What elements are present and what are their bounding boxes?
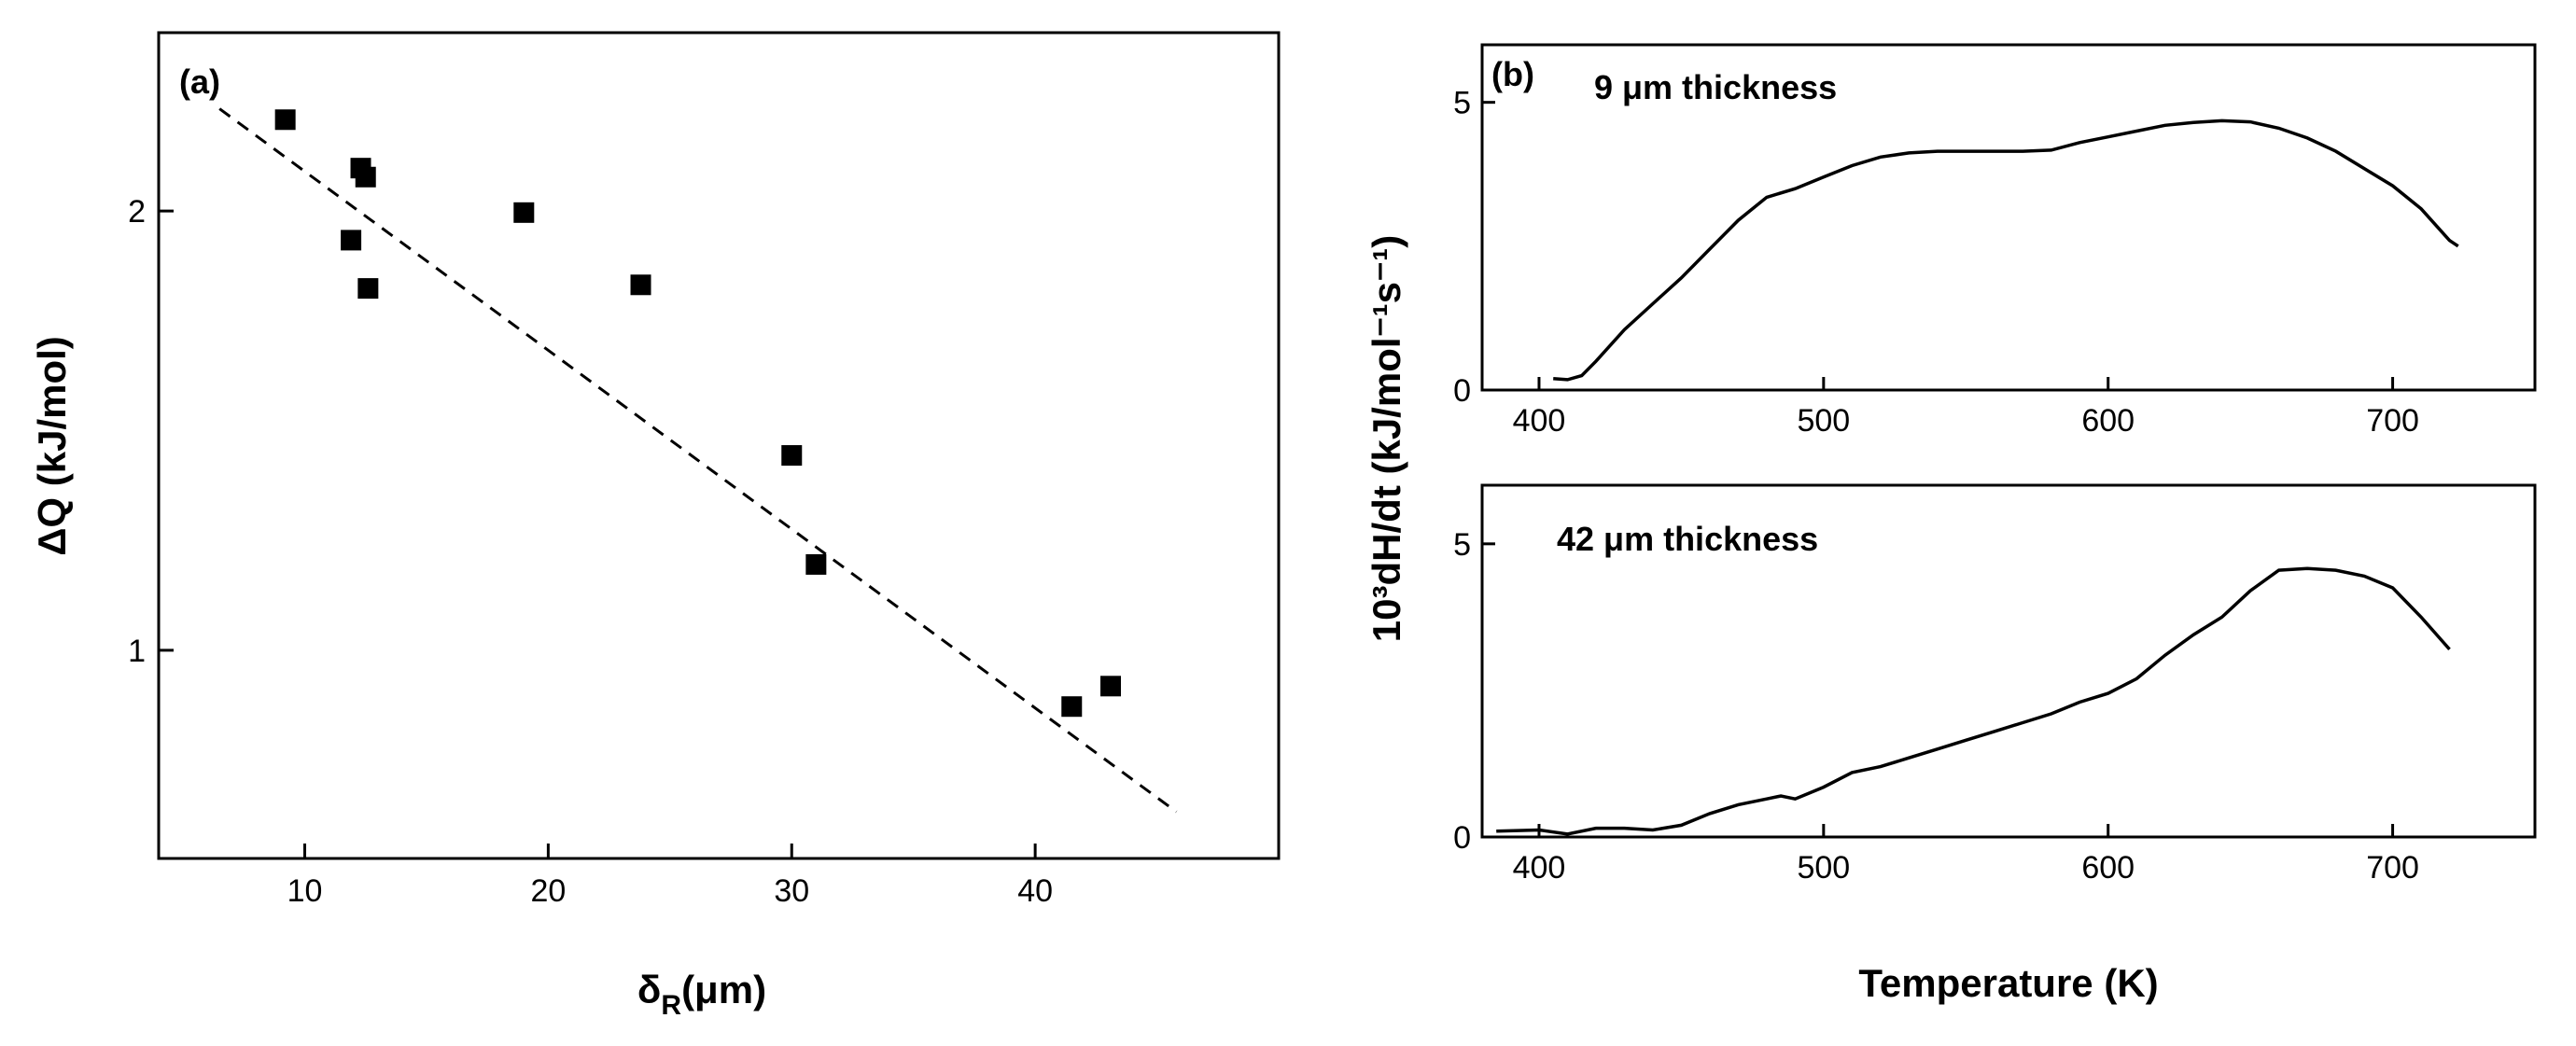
x-tick-label: 30 bbox=[774, 873, 809, 909]
x-tick-label: 10 bbox=[287, 873, 323, 909]
data-point bbox=[630, 274, 651, 296]
panel-b-top: (b) 9 μm thickness 400 500 600 700 0 5 bbox=[1453, 43, 2537, 439]
panel-a-fit-line bbox=[218, 107, 1178, 814]
data-point bbox=[274, 109, 296, 131]
x-tick-label: 700 bbox=[2366, 403, 2419, 439]
panel-b-top-ticks: 400 500 600 700 0 5 bbox=[1453, 86, 2419, 439]
panel-b-top-curve bbox=[1553, 119, 2459, 382]
data-point bbox=[355, 166, 376, 188]
panel-b-bottom-curve bbox=[1496, 566, 2451, 836]
panel-b-label: (b) bbox=[1491, 55, 1534, 93]
x-tick-label: 400 bbox=[1513, 850, 1566, 886]
panel-a-ylabel: ΔQ (kJ/mol) bbox=[30, 336, 74, 556]
x-tick-label: 600 bbox=[2081, 850, 2135, 886]
panel-b-bottom-ticks: 400 500 600 700 0 5 bbox=[1453, 527, 2419, 886]
data-point bbox=[357, 278, 379, 300]
x-tick-label: 500 bbox=[1797, 850, 1850, 886]
panel-b-top-annotation: 9 μm thickness bbox=[1594, 68, 1837, 106]
y-tick-label: 0 bbox=[1453, 820, 1471, 856]
x-tick-label: 20 bbox=[530, 873, 566, 909]
y-tick-label: 2 bbox=[128, 194, 146, 230]
x-tick-label: 400 bbox=[1513, 403, 1566, 439]
data-point bbox=[781, 445, 803, 467]
data-point bbox=[805, 553, 827, 575]
panel-a-frame bbox=[157, 31, 1281, 860]
panel-a-ticks: 10 20 30 40 1 2 bbox=[128, 194, 1053, 909]
panel-b-bottom-frame bbox=[1480, 483, 2537, 839]
x-tick-label: 500 bbox=[1797, 403, 1850, 439]
y-tick-label: 5 bbox=[1453, 86, 1471, 121]
data-point bbox=[513, 202, 535, 223]
x-tick-label: 40 bbox=[1017, 873, 1053, 909]
panel-a: (a) 10 20 30 40 1 2 ΔQ (kJ/mol) δR(μm) bbox=[30, 31, 1281, 1021]
data-point bbox=[1100, 676, 1121, 697]
panel-b-ylabel: 10³dH/dt (kJ/mol⁻¹s⁻¹) bbox=[1365, 235, 1408, 642]
y-tick-label: 1 bbox=[128, 634, 146, 669]
data-point bbox=[341, 230, 362, 251]
panel-a-xlabel: δR(μm) bbox=[637, 968, 766, 1021]
panel-b-top-frame bbox=[1480, 43, 2537, 392]
y-tick-label: 0 bbox=[1453, 373, 1471, 409]
panel-a-label: (a) bbox=[179, 63, 220, 101]
x-tick-label: 700 bbox=[2366, 850, 2419, 886]
data-point bbox=[1061, 696, 1083, 718]
x-tick-label: 600 bbox=[2081, 403, 2135, 439]
panel-b-bottom: 42 μm thickness 400 500 600 700 0 5 Temperatu… bbox=[1453, 483, 2537, 1005]
y-tick-label: 5 bbox=[1453, 527, 1471, 563]
panel-b-bottom-annotation: 42 μm thickness bbox=[1557, 520, 1818, 558]
panel-b-xlabel: Temperature (K) bbox=[1858, 961, 2158, 1005]
panel-a-points bbox=[274, 109, 1121, 718]
